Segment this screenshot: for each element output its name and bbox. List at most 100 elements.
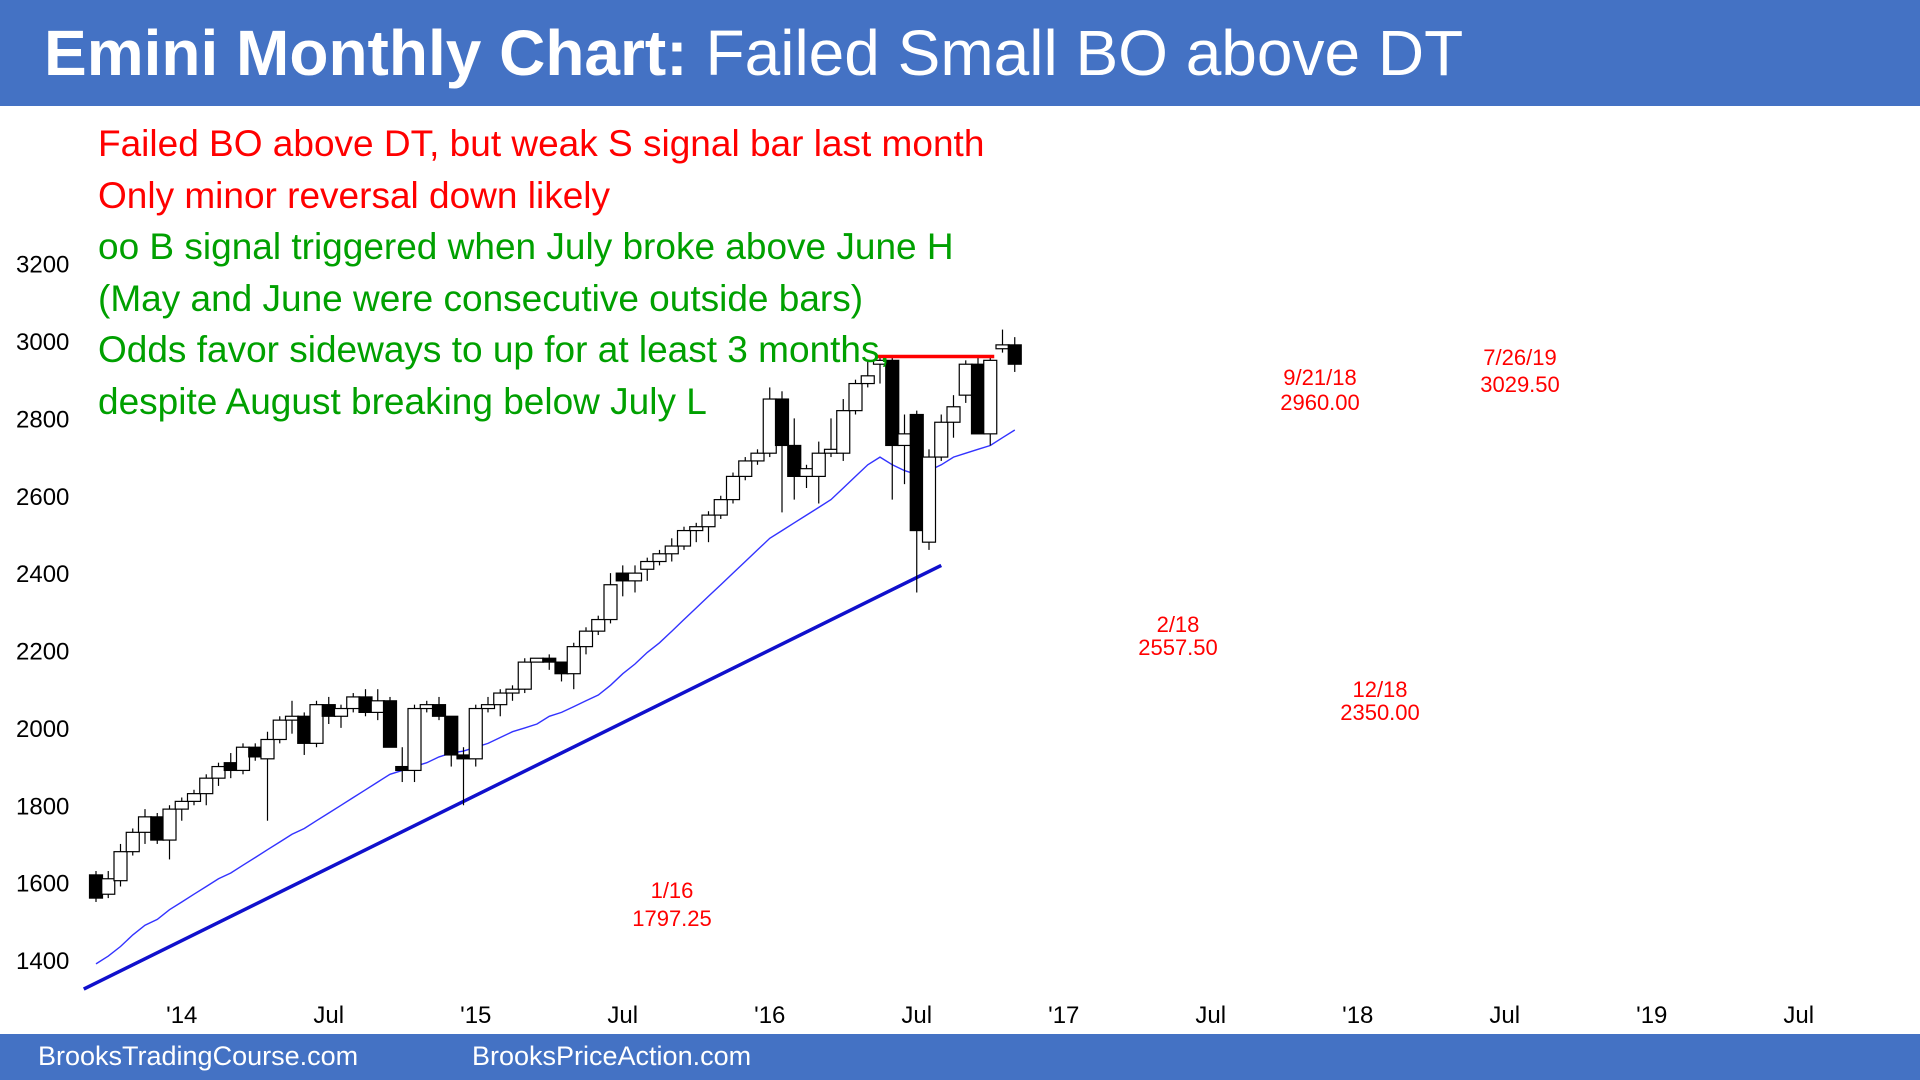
candle-body: [799, 468, 814, 478]
candle-body: [272, 719, 287, 741]
candle: [174, 797, 189, 821]
candle-body: [725, 475, 741, 501]
candle: [505, 685, 520, 701]
candle-body: [248, 746, 263, 758]
candle: [713, 495, 728, 519]
candle-body: [223, 762, 238, 772]
note-line: Only minor reversal down likely: [98, 174, 611, 216]
candle: [603, 573, 618, 624]
candle: [162, 805, 177, 860]
candle: [444, 715, 459, 767]
ema-line: [95, 429, 1016, 965]
candle: [284, 700, 300, 734]
candle: [480, 696, 496, 713]
candle: [260, 731, 275, 821]
candle-body: [615, 572, 630, 582]
title-rest: Failed Small BO above DT: [705, 17, 1464, 89]
candles-layer: [88, 329, 1022, 902]
candle: [566, 642, 581, 690]
candle: [934, 414, 949, 461]
candle: [591, 615, 606, 636]
candle-body: [664, 545, 679, 555]
candle: [529, 657, 545, 663]
candle-body: [909, 413, 924, 532]
y-tick-label: 1400: [16, 948, 69, 975]
candle-body: [603, 584, 618, 621]
candle-body: [921, 456, 937, 543]
candle: [517, 658, 532, 694]
annotation-price: 1797.25: [632, 906, 712, 931]
x-tick-label: '17: [1048, 1002, 1079, 1029]
candle-body: [713, 499, 728, 516]
x-tick-label: Jul: [607, 1002, 638, 1029]
candle-body: [407, 707, 422, 772]
candle-body: [260, 738, 275, 760]
candle: [762, 387, 777, 458]
candle-body: [125, 831, 140, 853]
x-tick-label: '18: [1342, 1002, 1373, 1029]
annotation-price: 3029.50: [1480, 372, 1560, 397]
candle-body: [836, 410, 851, 454]
candle-body: [566, 646, 581, 675]
candle: [615, 565, 630, 597]
y-tick-label: 2400: [16, 561, 69, 588]
candle: [909, 410, 924, 593]
footer-link-right[interactable]: BrooksPriceAction.com: [472, 1041, 752, 1071]
candle: [333, 704, 349, 728]
candle-body: [211, 765, 226, 779]
candle: [407, 704, 422, 783]
candle-body: [934, 421, 949, 458]
candle: [995, 329, 1010, 353]
annotation-price: 2350.00: [1340, 700, 1420, 725]
candle: [370, 689, 385, 721]
candle: [652, 549, 667, 566]
candle: [199, 774, 214, 806]
x-tick-label: Jul: [1195, 1002, 1226, 1029]
candle: [1007, 337, 1022, 372]
annotation-price: 2960.00: [1280, 390, 1360, 415]
candle-body: [101, 878, 116, 895]
candle: [836, 399, 851, 461]
candle: [346, 693, 361, 713]
candle-body: [309, 704, 324, 744]
x-tick-label: '16: [754, 1002, 785, 1029]
annotation-date: 7/26/19: [1483, 345, 1556, 370]
candle-body: [529, 657, 545, 663]
x-tick-label: Jul: [313, 1002, 344, 1029]
note-line: (May and June were consecutive outside b…: [98, 277, 864, 319]
candle: [235, 743, 251, 775]
candle: [321, 696, 336, 725]
y-tick-label: 2600: [16, 484, 69, 511]
candle: [493, 689, 508, 717]
title-bar: Emini Monthly Chart: Failed Small BO abo…: [0, 0, 1920, 106]
candle: [983, 356, 998, 446]
candle: [750, 449, 765, 465]
x-tick-label: '15: [460, 1002, 491, 1029]
candle-body: [419, 704, 434, 710]
candle-body: [370, 700, 385, 714]
y-tick-label: 3000: [16, 329, 69, 356]
notes-block: Failed BO above DT, but weak S signal ba…: [98, 118, 984, 427]
candle-body: [162, 808, 177, 841]
support-trendline: [82, 563, 943, 991]
candle: [297, 712, 312, 755]
candle-body: [284, 715, 300, 721]
y-tick-label: 2000: [16, 716, 69, 743]
candle: [811, 441, 826, 504]
x-tick-label: '19: [1636, 1002, 1667, 1029]
candle-body: [358, 696, 373, 713]
candle-body: [787, 444, 802, 478]
x-tick-label: Jul: [1783, 1002, 1814, 1029]
note-line: Failed BO above DT, but weak S signal ba…: [98, 123, 985, 164]
candle: [787, 418, 802, 500]
candle-body: [297, 715, 312, 744]
candle-body: [150, 816, 165, 841]
candle: [223, 753, 238, 779]
candle-body: [885, 359, 900, 447]
footer-link-left[interactable]: BrooksTradingCourse.com: [38, 1041, 359, 1071]
y-tick-label: 1800: [16, 793, 69, 820]
candle-body: [333, 707, 349, 717]
candle: [211, 762, 226, 786]
candle-body: [493, 692, 508, 706]
